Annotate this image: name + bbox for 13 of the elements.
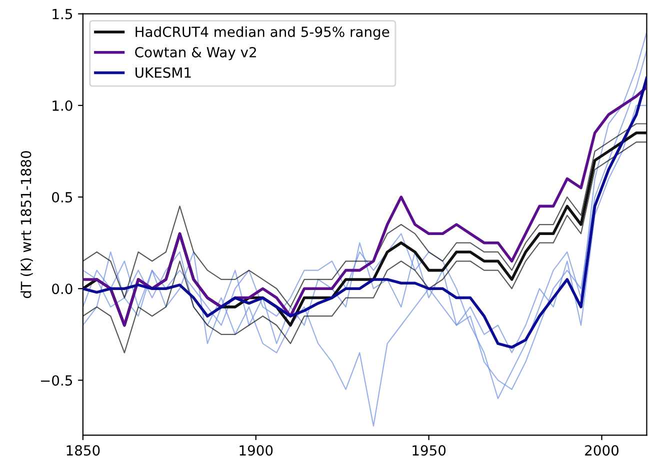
y-tick-label: 0.5 [52, 192, 72, 202]
y-tick-label: 0.0 [52, 284, 72, 294]
y-tick-label: −0.5 [40, 375, 72, 386]
y-axis-title: dT (K) wrt 1851-1880 [20, 151, 33, 298]
legend-label: HadCRUT4 median and 5-95% range [136, 26, 390, 40]
legend-label: UKESM1 [136, 67, 191, 78]
x-tick-label: 1900 [240, 445, 273, 456]
legend-label: Cowtan & Way v2 [135, 46, 256, 60]
y-tick-label: 1.5 [52, 8, 72, 20]
x-tick-label: 1850 [66, 445, 100, 456]
x-tick-label: 2000 [585, 445, 618, 456]
y-tick-label: 1.0 [52, 100, 72, 111]
x-tick-label: 1950 [412, 445, 446, 456]
